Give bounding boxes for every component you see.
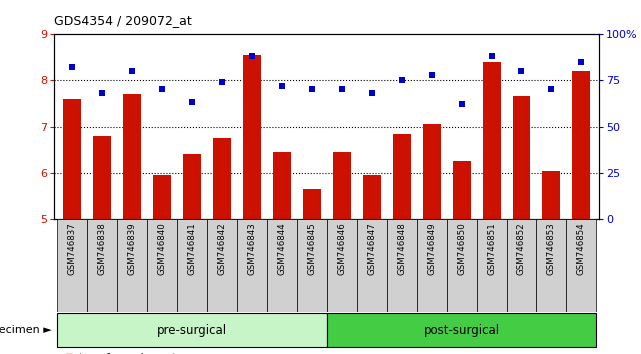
FancyBboxPatch shape [147,219,177,312]
Text: GSM746839: GSM746839 [128,222,137,275]
Text: GSM746846: GSM746846 [337,222,346,275]
Bar [333,152,351,219]
Point [576,59,587,64]
FancyBboxPatch shape [267,219,297,312]
Point [397,77,407,83]
FancyBboxPatch shape [417,219,447,312]
FancyBboxPatch shape [117,219,147,312]
Text: GSM746840: GSM746840 [158,222,167,275]
Bar [327,313,596,347]
Text: GSM746854: GSM746854 [577,222,586,275]
Text: post-surgical: post-surgical [424,324,500,337]
Text: GSM746851: GSM746851 [487,222,496,275]
Point [456,101,467,107]
Bar [273,152,291,219]
Bar [243,55,261,219]
Text: GSM746837: GSM746837 [68,222,77,275]
FancyBboxPatch shape [327,219,357,312]
Bar [513,96,531,219]
Bar [453,161,470,219]
Point [307,86,317,92]
Text: GSM746842: GSM746842 [218,222,227,275]
Point [67,64,78,70]
FancyBboxPatch shape [387,219,417,312]
Bar [303,189,321,219]
Text: GSM746849: GSM746849 [427,222,436,275]
Bar [572,71,590,219]
Point [426,72,437,77]
Text: GSM746838: GSM746838 [98,222,107,275]
Text: GSM746848: GSM746848 [397,222,406,275]
Point [546,86,556,92]
Text: GSM746845: GSM746845 [308,222,317,275]
FancyBboxPatch shape [537,219,567,312]
Point [127,68,137,74]
Bar [393,133,411,219]
Text: GSM746841: GSM746841 [188,222,197,275]
Bar [483,62,501,219]
Bar [63,99,81,219]
Text: GSM746852: GSM746852 [517,222,526,275]
Bar [123,94,141,219]
FancyBboxPatch shape [207,219,237,312]
Bar [58,313,327,347]
Point [97,90,108,96]
Bar [363,175,381,219]
Point [517,68,527,74]
Text: GSM746847: GSM746847 [367,222,376,275]
FancyBboxPatch shape [177,219,207,312]
Text: specimen ►: specimen ► [0,325,51,335]
FancyBboxPatch shape [58,219,87,312]
Point [217,79,228,85]
Bar [183,154,201,219]
FancyBboxPatch shape [237,219,267,312]
Text: GDS4354 / 209072_at: GDS4354 / 209072_at [54,14,192,27]
Text: GSM746850: GSM746850 [457,222,466,275]
Point [277,83,287,88]
FancyBboxPatch shape [447,219,477,312]
Point [157,86,167,92]
Text: pre-surgical: pre-surgical [157,324,228,337]
Point [337,86,347,92]
Point [187,99,197,105]
FancyBboxPatch shape [506,219,537,312]
Bar [94,136,112,219]
FancyBboxPatch shape [87,219,117,312]
Point [247,53,257,59]
Bar [422,124,440,219]
FancyBboxPatch shape [567,219,596,312]
Point [367,90,377,96]
Text: GSM746844: GSM746844 [278,222,287,275]
Text: GSM746843: GSM746843 [247,222,256,275]
FancyBboxPatch shape [357,219,387,312]
Bar [542,171,560,219]
Text: GSM746853: GSM746853 [547,222,556,275]
Bar [213,138,231,219]
Bar [153,175,171,219]
Legend: transformed count, percentile rank within the sample: transformed count, percentile rank withi… [61,349,259,354]
FancyBboxPatch shape [297,219,327,312]
FancyBboxPatch shape [477,219,506,312]
Point [487,53,497,59]
